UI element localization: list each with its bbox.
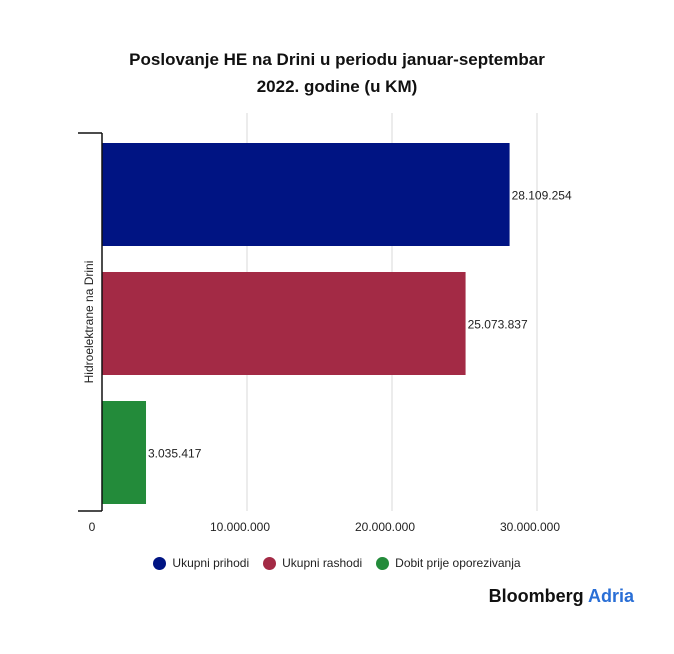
chart-title: Poslovanje HE na Drini u periodu januar-… xyxy=(0,46,674,100)
x-tick-label-0: 0 xyxy=(89,520,96,534)
bar-0 xyxy=(102,143,510,246)
brand-name: Bloomberg xyxy=(488,586,584,606)
data-label-0: 28.109.254 xyxy=(512,189,572,203)
brand-accent: Adria xyxy=(587,586,634,606)
legend-item-ukupni-rashodi[interactable]: Ukupni rashodi xyxy=(263,556,362,570)
legend-label: Ukupni prihodi xyxy=(172,556,250,570)
legend-swatch xyxy=(153,556,167,570)
legend-item-ukupni-prihodi[interactable]: Ukupni prihodi xyxy=(153,556,249,570)
x-tick-label-2: 20.000.000 xyxy=(355,520,415,534)
x-tick-label-1: 10.000.000 xyxy=(210,520,270,534)
legend-swatch xyxy=(263,556,277,570)
legend-item-dobit[interactable]: Dobit prije oporezivanja xyxy=(376,556,521,570)
legend-label: Dobit prije oporezivanja xyxy=(395,556,521,570)
bar-2 xyxy=(102,401,147,504)
chart-title-line-2: 2022. godine (u KM) xyxy=(256,77,418,96)
y-axis-label: Hidroelektrane na Drini xyxy=(82,261,96,384)
legend-label: Ukupni rashodi xyxy=(282,556,363,570)
x-tick-label-3: 30.000.000 xyxy=(500,520,560,534)
legend: Ukupni prihodi Ukupni rashodi Dobit prij… xyxy=(0,556,674,570)
chart-title-line-1: Poslovanje HE na Drini u periodu januar-… xyxy=(129,50,545,69)
legend-swatch xyxy=(376,556,390,570)
bar-1 xyxy=(102,272,466,375)
brand-logo: Bloomberg Adria xyxy=(489,586,634,607)
data-label-2: 3.035.417 xyxy=(148,447,202,461)
data-label-1: 25.073.837 xyxy=(468,318,528,332)
